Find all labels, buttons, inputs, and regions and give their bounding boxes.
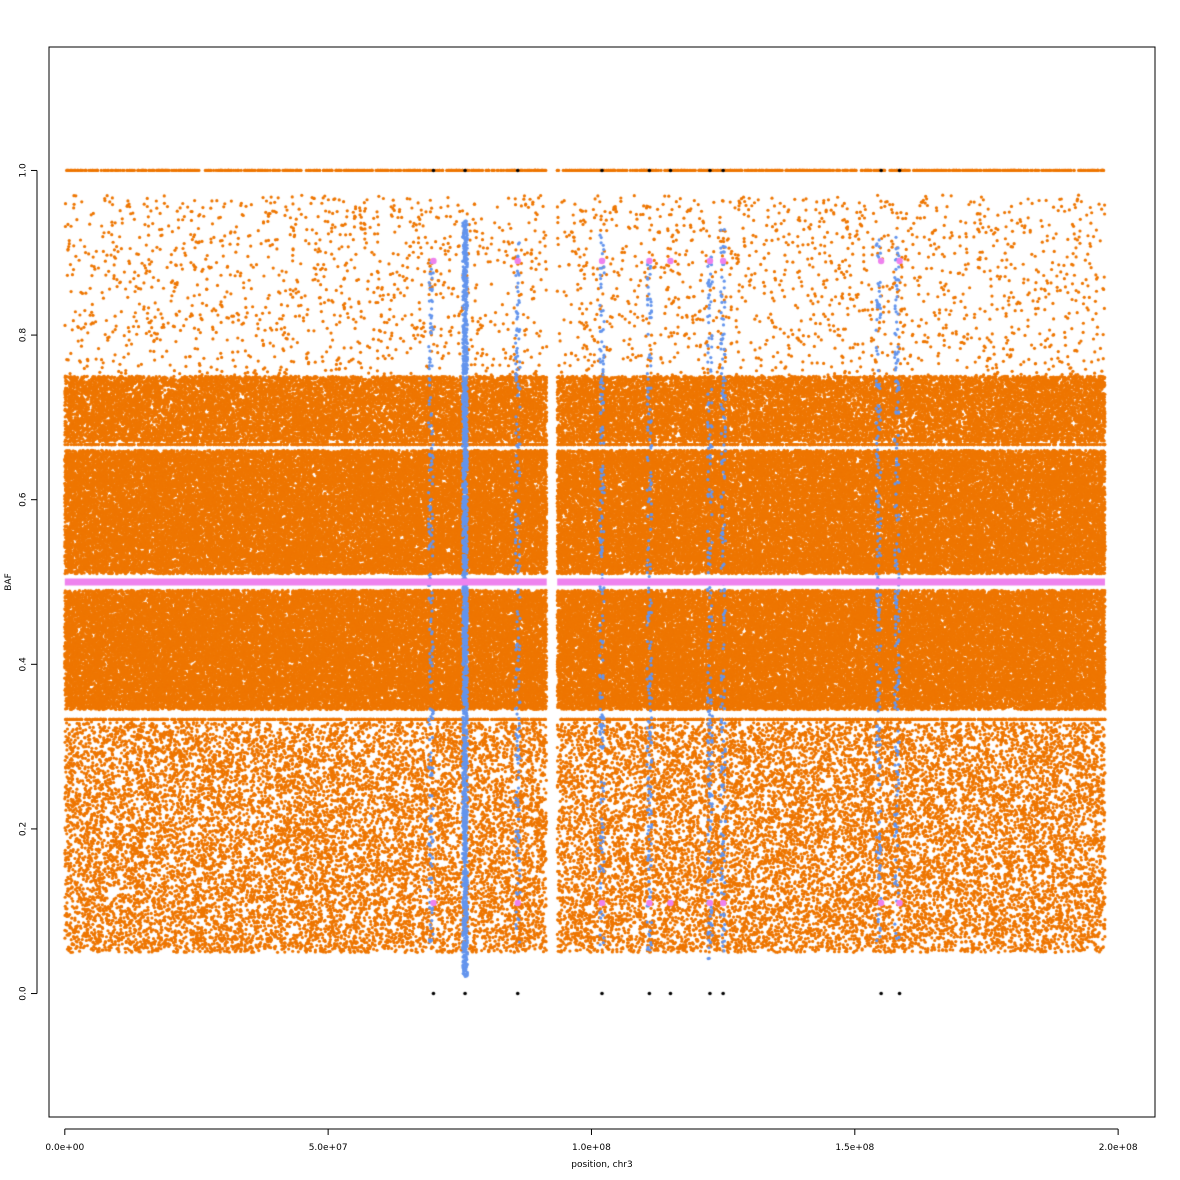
y-axis-title: BAF [4,573,14,591]
plot-frame [48,46,1156,1118]
y-axis: 0.0 0.2 0.4 0.6 0.8 1.0 [19,163,38,1001]
y-tick-label: 0.0 [19,986,29,1001]
y-tick-label: 0.8 [19,328,29,343]
x-tick-label: 0.0e+00 [45,1143,84,1153]
x-axis-title: position, chr3 [571,1160,632,1170]
x-tick-label: 2.0e+08 [1099,1143,1138,1153]
x-tick-label: 1.0e+08 [572,1143,611,1153]
x-tick-label: 5.0e+07 [309,1143,348,1153]
y-tick-label: 1.0 [19,163,29,178]
y-tick-label: 0.2 [19,822,29,836]
x-axis: 0.0e+00 5.0e+07 1.0e+08 1.5e+08 2.0e+08 [45,1128,1138,1153]
y-tick-label: 0.6 [19,492,29,507]
y-tick-label: 0.4 [19,657,29,672]
x-tick-label: 1.5e+08 [835,1143,874,1153]
